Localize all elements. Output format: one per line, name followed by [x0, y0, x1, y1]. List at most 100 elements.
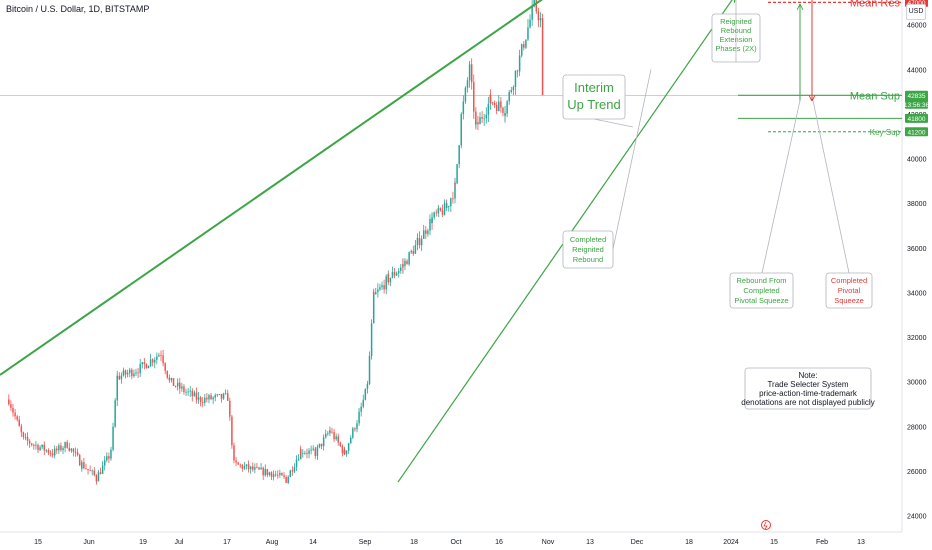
candle-body — [252, 466, 254, 470]
candle-body — [72, 448, 75, 452]
candle-body — [241, 465, 244, 469]
candle-body — [141, 362, 143, 365]
candle-body — [304, 453, 306, 454]
note-callout: price-action-time-trademark — [759, 389, 858, 398]
candle-body — [93, 470, 96, 476]
candle-body — [370, 323, 373, 357]
candle-body — [158, 355, 160, 357]
completed-pivotal-callout: Squeeze — [834, 296, 864, 305]
candle-body — [201, 402, 204, 403]
candle-body — [208, 395, 210, 400]
candle-body — [239, 464, 241, 466]
candle-body — [458, 145, 460, 165]
candle-body — [53, 448, 56, 456]
candle-body — [197, 397, 200, 400]
candle-body — [274, 474, 277, 476]
rebound-from-callout: Rebound From — [736, 276, 786, 285]
candle-body — [218, 393, 221, 395]
event-marker-icon[interactable] — [761, 520, 771, 530]
candle-body — [135, 372, 137, 374]
currency-button[interactable]: USD — [906, 4, 926, 20]
candle-body — [97, 472, 100, 482]
candle-body — [181, 386, 183, 389]
candle-body — [443, 203, 446, 215]
price-tag — [905, 90, 928, 109]
candle-body — [185, 391, 187, 393]
candle-body — [149, 359, 152, 366]
candle-body — [427, 230, 429, 234]
candle-body — [533, 0, 535, 7]
rebound-from-callout: Completed — [743, 286, 779, 295]
time-tick-label: 15 — [34, 539, 42, 546]
candle-body — [283, 475, 285, 477]
time-tick-label: 14 — [309, 539, 317, 546]
time-tick-label: Jul — [175, 539, 184, 546]
candle-body — [83, 462, 85, 469]
price-tick-label: 30000 — [907, 380, 927, 387]
note-callout: Trade Selecter System — [767, 380, 848, 389]
candle-body — [99, 472, 102, 474]
candle-body — [51, 453, 54, 456]
candle-body — [302, 453, 304, 455]
candle-body — [76, 452, 79, 455]
candle-body — [416, 238, 419, 240]
candle-body — [235, 460, 237, 463]
candle-body — [87, 469, 89, 471]
candle-body — [8, 399, 10, 405]
candle-body — [429, 219, 431, 231]
candle-body — [481, 117, 483, 119]
candle-body — [508, 92, 510, 102]
candle-body — [43, 444, 46, 451]
candle-body — [58, 445, 60, 451]
candle-body — [364, 388, 367, 400]
candle-body — [195, 392, 198, 400]
candle-body — [164, 363, 166, 371]
candle-body — [420, 238, 423, 246]
time-tick-label: Feb — [816, 539, 828, 546]
candle-body — [49, 452, 52, 454]
candle-body — [498, 101, 500, 112]
candle-body — [377, 289, 379, 293]
level-label: Mean Sup — [850, 90, 900, 102]
candle-body — [422, 230, 425, 239]
candle-body — [191, 390, 194, 397]
candle-body — [33, 444, 35, 446]
candle-body — [279, 473, 281, 476]
candle-body — [531, 6, 533, 20]
candle-body — [402, 264, 404, 267]
candle-body — [362, 399, 365, 407]
candle-body — [285, 479, 287, 483]
interim-callout: Interim — [574, 80, 614, 95]
candle-body — [189, 390, 191, 392]
candle-body — [414, 245, 417, 254]
time-tick-label: 18 — [410, 539, 418, 546]
candle-body — [277, 474, 279, 476]
candle-body — [272, 474, 275, 477]
candle-body — [78, 454, 81, 466]
candle-body — [310, 449, 312, 451]
candle-body — [254, 467, 256, 470]
candle-body — [287, 476, 289, 483]
candle-body — [400, 267, 402, 271]
price-tag — [905, 113, 928, 123]
candle-body — [66, 442, 68, 448]
candle-body — [229, 400, 231, 417]
candle-body — [170, 378, 173, 381]
candle-body — [112, 426, 114, 450]
candle-body — [281, 473, 283, 476]
candle-body — [372, 291, 375, 324]
candle-body — [360, 406, 362, 412]
lightning-icon — [763, 521, 768, 530]
candle-body — [22, 432, 25, 437]
candle-body — [39, 447, 41, 451]
candle-body — [322, 437, 325, 447]
candle-body — [249, 466, 252, 470]
candle-body — [299, 449, 302, 454]
candle-body — [74, 451, 77, 453]
candle-body — [214, 395, 216, 398]
candle-body — [379, 287, 381, 290]
candle-body — [391, 272, 394, 278]
completed-reignited-callout: Rebound — [573, 255, 603, 264]
candle-body — [110, 453, 112, 459]
